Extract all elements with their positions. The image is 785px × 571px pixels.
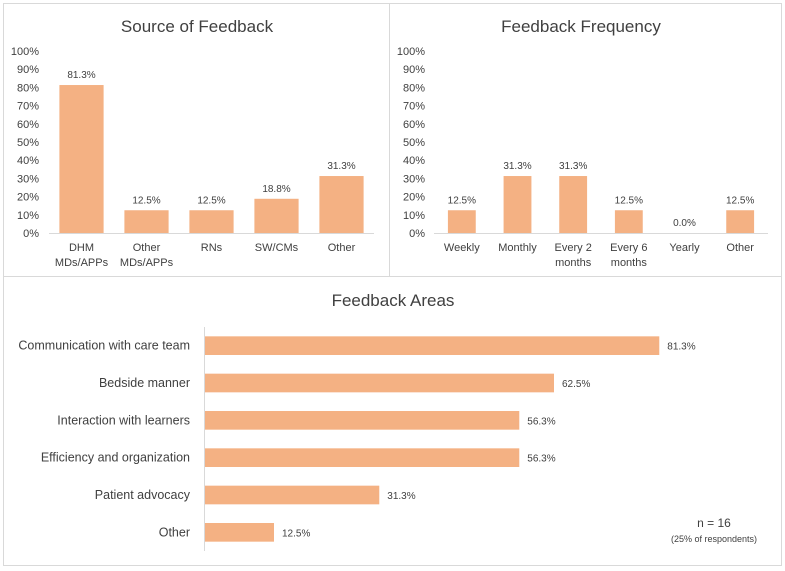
y-tick-label: 20% <box>403 192 425 204</box>
chart-title: Feedback Areas <box>332 291 455 310</box>
bar <box>614 210 643 233</box>
bar <box>726 210 755 233</box>
bar-value-label: 12.5% <box>197 195 225 206</box>
x-category-label: Yearly <box>669 242 700 254</box>
feedback-areas-panel: n = 16 (25% of respondents) Feedback Are… <box>3 276 782 566</box>
bar <box>59 85 104 233</box>
x-category-label: Other <box>726 242 754 254</box>
y-tick-label: 10% <box>403 210 425 222</box>
source-of-feedback-chart: Source of Feedback 0% 10% 20% 30% 40% 50% 60% 70… <box>11 17 374 269</box>
sample-size-label: n = 16 <box>697 516 731 530</box>
bar-value-label: 12.5% <box>615 195 643 206</box>
y-tick-label: 40% <box>17 155 39 167</box>
bar <box>205 373 554 393</box>
bar-value-label: 31.3% <box>503 161 531 172</box>
respondents-note: (25% of respondents) <box>671 534 757 544</box>
bar <box>189 210 234 233</box>
bar <box>205 485 380 505</box>
y-tick-label: 10% <box>17 210 39 222</box>
bar <box>559 176 588 233</box>
bar-value-label: 56.3% <box>527 454 555 465</box>
bar-value-label: 62.5% <box>562 379 590 390</box>
chart-title: Source of Feedback <box>121 17 274 36</box>
bar-value-label: 12.5% <box>282 528 310 539</box>
source-of-feedback-panel: Source of Feedback 0% 10% 20% 30% 40% 50% 60% 70… <box>3 3 390 277</box>
chart-title: Feedback Frequency <box>501 17 661 36</box>
bar-value-label: 12.5% <box>448 195 476 206</box>
y-tick-label: 40% <box>403 155 425 167</box>
x-category-label: months <box>611 257 648 269</box>
bar <box>124 210 169 233</box>
y-tick-label: 20% <box>17 192 39 204</box>
bar-value-label: 31.3% <box>387 491 415 502</box>
y-category-label: Patient advocacy <box>95 488 191 502</box>
x-category-label: MDs/APPs <box>120 257 174 269</box>
bar-value-label: 81.3% <box>667 342 695 353</box>
y-tick-label: 30% <box>403 173 425 185</box>
bar <box>503 176 532 233</box>
bar-value-label: 18.8% <box>262 184 290 195</box>
y-category-label: Other <box>159 525 190 539</box>
y-tick-label: 60% <box>403 119 425 131</box>
x-category-label: Other <box>328 242 356 254</box>
x-category-label: months <box>555 257 592 269</box>
bar-value-label: 31.3% <box>559 161 587 172</box>
bar-value-label: 12.5% <box>726 195 754 206</box>
y-tick-label: 90% <box>403 64 425 76</box>
x-category-label: Every 2 <box>555 242 592 254</box>
y-tick-label: 80% <box>403 82 425 94</box>
bar <box>205 411 520 430</box>
x-category-label: DHM <box>69 242 94 254</box>
y-tick-label: 80% <box>17 82 39 94</box>
bar-value-label: 12.5% <box>132 195 160 206</box>
bar <box>447 210 476 233</box>
x-category-label: SW/CMs <box>255 242 299 254</box>
y-tick-label: 50% <box>17 137 39 149</box>
x-category-label: Monthly <box>498 242 537 254</box>
y-tick-label: 0% <box>23 228 39 240</box>
y-tick-label: 90% <box>17 64 39 76</box>
bar <box>205 336 660 355</box>
y-tick-label: 0% <box>409 228 425 240</box>
bar <box>205 523 274 542</box>
feedback-frequency-panel: Feedback Frequency 0% 10% 20% 30% 40% 50% 60% 70… <box>389 3 782 277</box>
feedback-areas-chart: n = 16 (25% of respondents) Feedback Are… <box>18 291 757 551</box>
bar-value-label: 31.3% <box>327 161 355 172</box>
y-category-label: Efficiency and organization <box>41 451 190 465</box>
x-category-label: Other <box>133 242 161 254</box>
y-category-label: Communication with care team <box>18 339 190 353</box>
x-category-label: RNs <box>201 242 223 254</box>
y-tick-label: 100% <box>11 46 39 58</box>
x-category-label: Every 6 <box>610 242 647 254</box>
feedback-frequency-chart: Feedback Frequency 0% 10% 20% 30% 40% 50% 60% 70… <box>397 17 768 269</box>
bar-value-label: 81.3% <box>67 70 95 81</box>
y-tick-label: 100% <box>397 46 425 58</box>
y-tick-label: 70% <box>403 101 425 113</box>
bar-value-label: 0.0% <box>673 218 696 229</box>
bar <box>205 448 520 467</box>
y-category-label: Bedside manner <box>99 376 190 390</box>
y-category-label: Interaction with learners <box>57 413 190 427</box>
y-tick-label: 60% <box>17 119 39 131</box>
bar <box>254 198 299 233</box>
y-tick-label: 70% <box>17 101 39 113</box>
bar-value-label: 56.3% <box>527 416 555 427</box>
x-category-label: Weekly <box>444 242 480 254</box>
x-category-label: MDs/APPs <box>55 257 109 269</box>
bar <box>319 176 364 233</box>
y-tick-label: 30% <box>17 173 39 185</box>
y-tick-label: 50% <box>403 137 425 149</box>
